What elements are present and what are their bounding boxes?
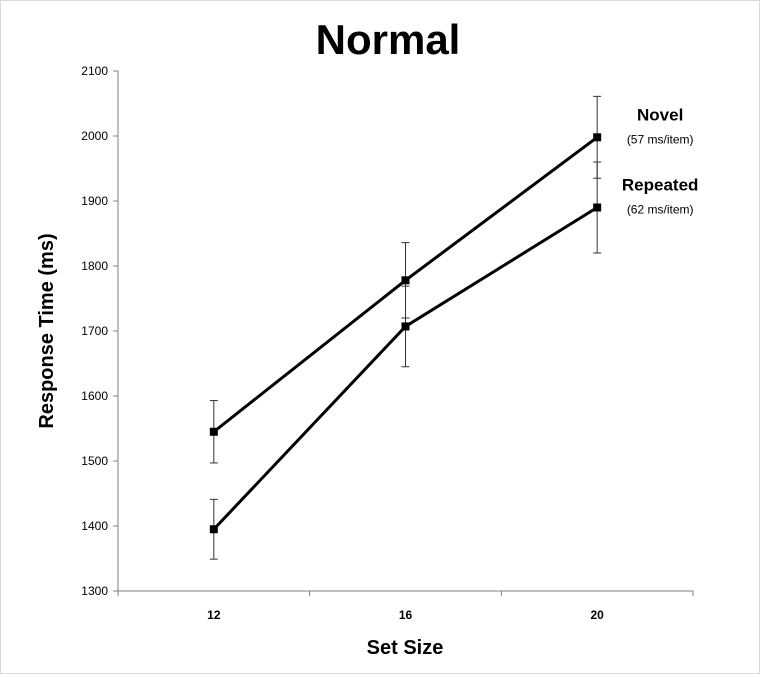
x-ticks: 12 16 20 xyxy=(117,591,694,622)
x-tick-label: 12 xyxy=(207,608,221,622)
novel-series-label: Novel xyxy=(637,105,683,124)
y-tick-label: 1800 xyxy=(81,259,108,273)
repeated-data-point xyxy=(209,525,218,534)
y-tick-label: 1600 xyxy=(81,389,108,403)
y-tick-label: 2100 xyxy=(81,64,108,78)
y-tick-label: 1900 xyxy=(81,194,108,208)
x-axis-label: Set Size xyxy=(367,637,444,659)
y-tick-label: 1400 xyxy=(81,519,108,533)
repeated-data-point xyxy=(401,322,410,331)
repeated-data-point xyxy=(593,203,602,212)
novel-data-point xyxy=(593,133,602,142)
series-labels: Novel (57 ms/item) Repeated (62 ms/item) xyxy=(622,105,699,216)
x-tick-label: 16 xyxy=(399,608,413,622)
novel-data-point xyxy=(401,276,410,285)
chart-title: Normal xyxy=(316,16,461,63)
repeated-slope-label: (62 ms/item) xyxy=(627,203,694,217)
y-tick-label: 1500 xyxy=(81,454,108,468)
y-ticks: 1300 1400 1500 1600 1700 1800 1900 2000 2100 xyxy=(81,64,118,598)
repeated-series-label: Repeated xyxy=(622,176,699,195)
y-axis-label: Response Time (ms) xyxy=(36,233,58,428)
x-tick-label: 20 xyxy=(590,608,604,622)
novel-slope-label: (57 ms/item) xyxy=(627,132,694,146)
y-tick-label: 1700 xyxy=(81,324,108,338)
y-tick-label: 2000 xyxy=(81,129,108,143)
series-layer xyxy=(209,95,602,560)
novel-data-point xyxy=(209,427,218,436)
y-tick-label: 1300 xyxy=(81,584,108,598)
